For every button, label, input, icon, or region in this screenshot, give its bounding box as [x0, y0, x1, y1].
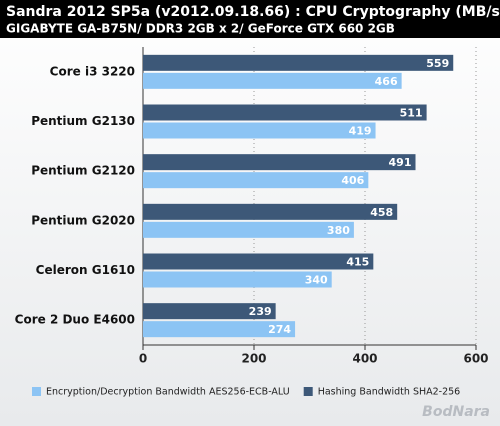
value-label: 380	[327, 224, 350, 237]
bar	[143, 253, 374, 270]
x-tick-label: 400	[352, 352, 377, 366]
value-label: 274	[268, 323, 291, 336]
bar	[143, 72, 402, 89]
y-tick-label: Pentium G2120	[31, 164, 135, 178]
x-tick-label: 0	[139, 352, 147, 366]
header	[0, 0, 500, 38]
x-tick-label: 600	[463, 352, 488, 366]
bar	[143, 303, 276, 320]
chart-subtitle: GIGABYTE GA-B75N/ DDR3 2GB x 2/ GeForce …	[6, 22, 395, 36]
legend-swatch	[32, 387, 41, 396]
bar	[143, 203, 398, 220]
value-label: 415	[346, 256, 369, 269]
bar	[143, 104, 427, 121]
bar	[143, 172, 369, 189]
value-label: 239	[249, 305, 272, 318]
bar	[143, 122, 376, 139]
y-tick-label: Core 2 Duo E4600	[15, 313, 135, 327]
y-tick-label: Core i3 3220	[50, 64, 135, 78]
bar	[143, 154, 416, 171]
y-tick-label: Celeron G1610	[36, 263, 135, 277]
x-tick-label: 200	[241, 352, 266, 366]
legend-label: Hashing Bandwidth SHA2-256	[318, 387, 461, 398]
legend-swatch	[303, 387, 313, 396]
legend-label: Encryption/Decryption Bandwidth AES256-E…	[46, 387, 290, 398]
value-label: 511	[400, 107, 423, 120]
bar	[143, 271, 332, 288]
value-label: 406	[341, 174, 364, 187]
watermark: BodNara	[422, 404, 490, 420]
value-label: 559	[426, 57, 449, 70]
chart-title: Sandra 2012 SP5a (v2012.09.18.66) : CPU …	[6, 4, 500, 20]
y-tick-label: Pentium G2130	[31, 114, 135, 128]
value-label: 458	[370, 206, 393, 219]
y-tick-label: Pentium G2020	[31, 213, 135, 227]
bar	[143, 221, 354, 238]
value-label: 491	[389, 156, 412, 169]
bar	[143, 54, 454, 71]
bar	[143, 321, 296, 338]
value-label: 419	[349, 125, 372, 138]
value-label: 466	[375, 75, 398, 88]
value-label: 340	[305, 274, 328, 287]
